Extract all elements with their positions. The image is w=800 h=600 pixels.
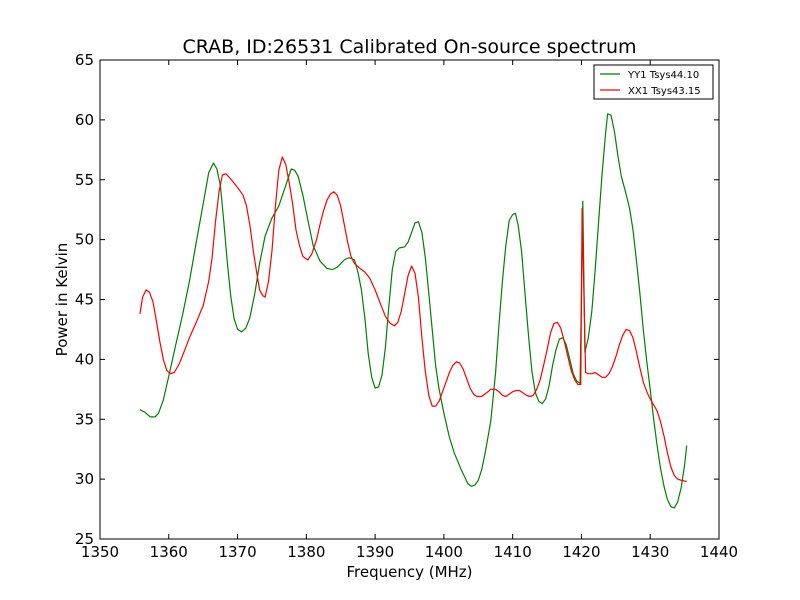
x-tick-label: 1350 xyxy=(81,543,119,561)
legend-box xyxy=(593,64,714,100)
y-tick-label: 50 xyxy=(75,231,94,249)
x-tick-label: 1400 xyxy=(425,543,463,561)
x-tick-label: 1420 xyxy=(562,543,600,561)
x-tick-label: 1410 xyxy=(494,543,532,561)
x-axis-label: Frequency (MHz) xyxy=(346,563,472,581)
x-tick-label: 1430 xyxy=(631,543,669,561)
plot-frame xyxy=(99,59,720,540)
x-tick-label: 1390 xyxy=(356,543,394,561)
y-axis-label: Power in Kelvin xyxy=(53,243,71,357)
x-tick-label: 1370 xyxy=(218,543,256,561)
ticks-layer: 1350 1360 1370 1380 1390 1400 1410 1420 1430 1440… xyxy=(75,51,738,561)
x-tick-label: 1380 xyxy=(287,543,325,561)
x-tick-label: 1360 xyxy=(150,543,188,561)
y-tick-label: 30 xyxy=(75,470,94,488)
y-tick-label: 55 xyxy=(75,171,94,189)
y-tick-label: 60 xyxy=(75,111,94,129)
chart-title: CRAB, ID:26531 Calibrated On-source spec… xyxy=(182,36,636,58)
series-line-xx1 xyxy=(139,156,687,483)
legend-entry: XX1 Tsys43.15 xyxy=(628,86,701,97)
y-tick-label: 35 xyxy=(75,410,94,428)
y-tick-label: 65 xyxy=(75,51,94,69)
x-tick-label: 1440 xyxy=(700,543,738,561)
legend-entry: YY1 Tsys44.10 xyxy=(627,70,699,81)
y-tick-label: 25 xyxy=(75,530,94,548)
series-layer xyxy=(139,113,688,509)
y-tick-label: 40 xyxy=(75,350,94,368)
series-line-yy1 xyxy=(139,113,688,509)
legend: YY1 Tsys44.10 XX1 Tsys43.15 xyxy=(593,64,714,100)
y-tick-label: 45 xyxy=(75,291,94,309)
